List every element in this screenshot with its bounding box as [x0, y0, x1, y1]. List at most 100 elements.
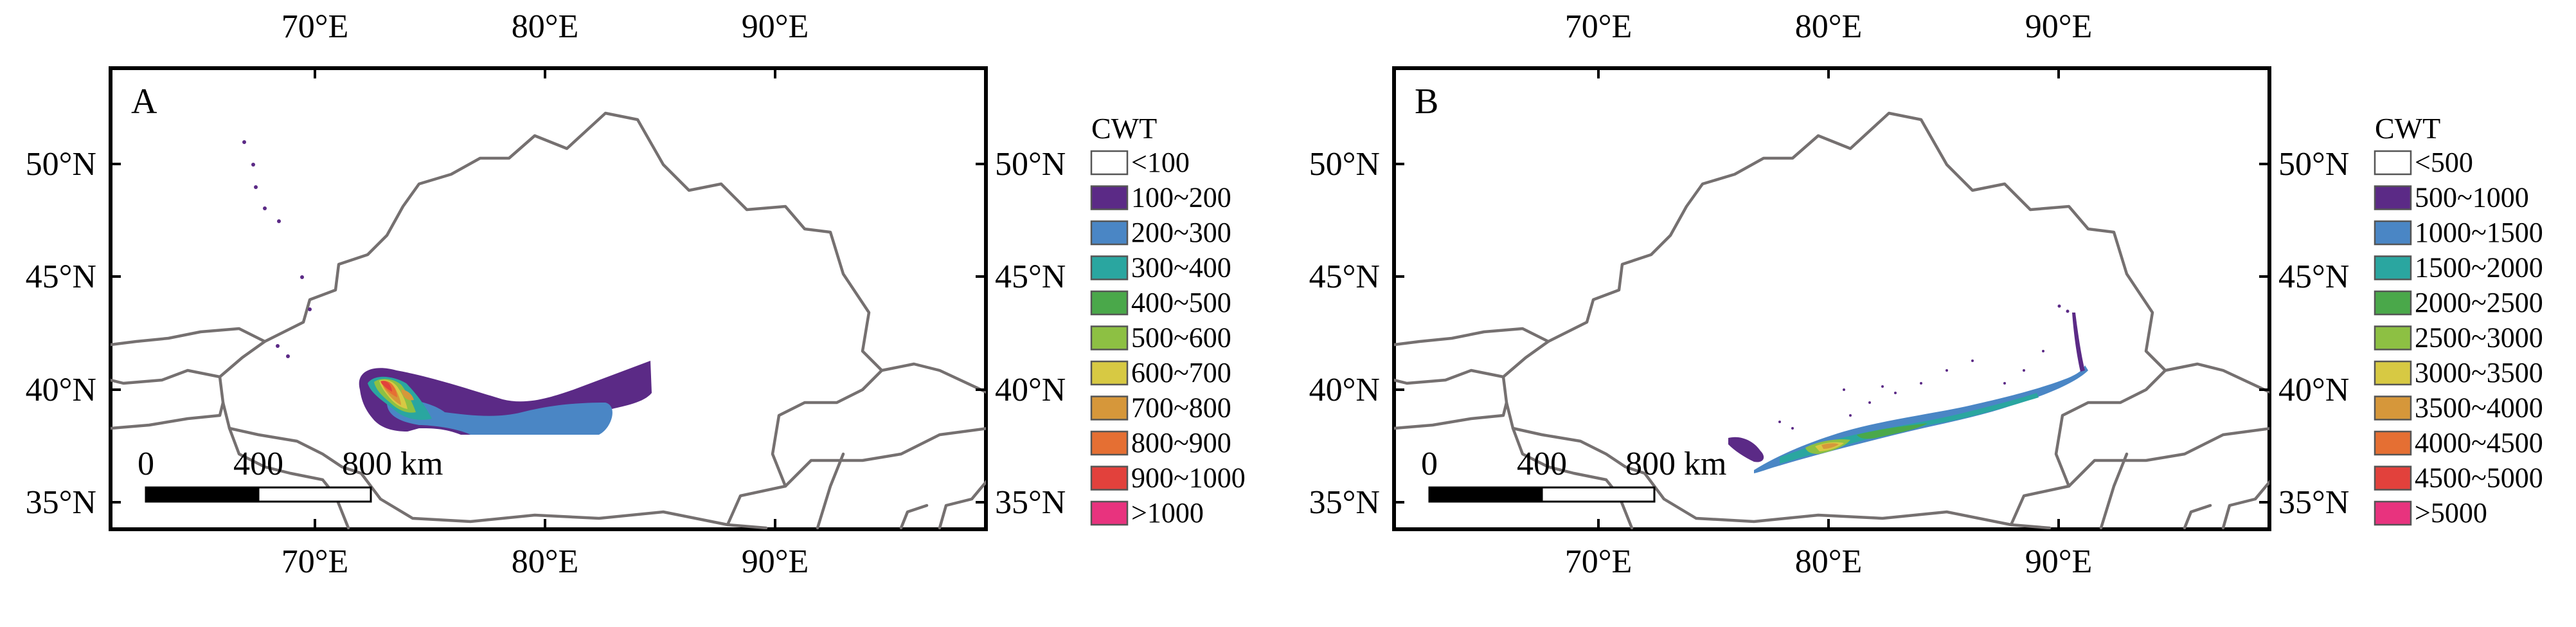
legend-swatch	[1090, 360, 1129, 386]
legend-swatch	[2374, 185, 2412, 210]
panel-a-left-lat-40: 40°N	[26, 372, 96, 408]
panel-a-ticks	[111, 68, 986, 529]
panel-b-left-lat-40: 40°N	[1309, 372, 1380, 408]
legend-label: 4500~5000	[2415, 462, 2543, 494]
panel-a-left-lat-50: 50°N	[26, 146, 96, 183]
panel-b-cwt-streak	[1728, 304, 2088, 473]
panel-b-right-lat-45: 45°N	[2278, 259, 2349, 295]
legend-label: 400~500	[1131, 287, 1231, 318]
panel-b-top-lon-70: 70°E	[1565, 8, 1632, 45]
legend-label: 2000~2500	[2415, 287, 2543, 318]
panel-a-scale-end: 800 km	[342, 446, 443, 482]
panel-b-ticks	[1394, 68, 2269, 529]
legend-swatch	[2374, 325, 2412, 350]
panel-a-right-lat-50: 50°N	[995, 146, 1066, 183]
legend-label: 800~900	[1131, 427, 1231, 459]
panel-a-scale-bar: 0 400 800 km	[138, 446, 443, 503]
legend-label: 1500~2000	[2415, 252, 2543, 284]
panel-a-letter: A	[131, 82, 157, 122]
panel-a-right-lat-45: 45°N	[995, 259, 1066, 295]
panel-b: 70°E 80°E 90°E	[1309, 8, 2543, 580]
legend-swatch	[2374, 255, 2412, 280]
panel-a-cwt-contour	[359, 361, 652, 435]
panel-b-bottom-lon-90: 90°E	[2025, 543, 2093, 580]
legend-label: 300~400	[1131, 252, 1231, 284]
legend-swatch	[1090, 325, 1129, 350]
legend-swatch	[2374, 150, 2412, 176]
legend-swatch	[2374, 500, 2412, 526]
legend-label: 100~200	[1131, 182, 1231, 214]
panel-a-top-lon-70: 70°E	[282, 8, 349, 45]
legend-swatch	[2374, 220, 2412, 246]
panel-b-left-lat-45: 45°N	[1309, 259, 1380, 295]
panel-b-map-frame	[1392, 66, 2271, 531]
panel-a-scale-start: 0	[138, 446, 154, 482]
legend-label: 600~700	[1131, 357, 1231, 388]
panel-a-bottom-lon-90: 90°E	[742, 543, 809, 580]
panel-b-right-lat-35: 35°N	[2278, 484, 2349, 521]
panel-b-left-lat-50: 50°N	[1309, 146, 1380, 183]
legend-label: <100	[1131, 147, 1190, 178]
panel-b-map-content: 0 400 800 km B	[1394, 82, 2271, 528]
panel-b-top-lon-90: 90°E	[2025, 8, 2093, 45]
panel-a-top-lon-90: 90°E	[742, 8, 809, 45]
legend-label: 2500~3000	[2415, 322, 2543, 354]
panel-b-left-lat-35: 35°N	[1309, 484, 1380, 521]
panel-b-right-lat-50: 50°N	[2278, 146, 2349, 183]
legend-label: 3500~4000	[2415, 392, 2543, 424]
legend-swatch	[2374, 466, 2412, 491]
legend-label: 200~300	[1131, 217, 1231, 248]
panel-b-bottom-lon-70: 70°E	[1565, 543, 1632, 580]
panel-a-sparse-dots	[242, 140, 312, 358]
legend-label: 700~800	[1131, 392, 1231, 424]
legend-swatch	[1090, 290, 1129, 316]
panel-b-scale-end: 800 km	[1625, 446, 1726, 482]
panel-b-scale-mid: 400	[1517, 446, 1567, 482]
panel-a-right-lat-40: 40°N	[995, 372, 1066, 408]
panel-b-right-lat-40: 40°N	[2278, 372, 2349, 408]
legend-swatch	[2374, 360, 2412, 386]
panel-a-map-content: 0 400 800 km A	[111, 82, 988, 528]
panel-a-legend-title: CWT	[1091, 112, 1157, 145]
legend-swatch	[1090, 255, 1129, 280]
panel-a-scale-mid: 400	[233, 446, 283, 482]
legend-label: 3000~3500	[2415, 357, 2543, 388]
legend-swatch	[2374, 395, 2412, 421]
panel-b-legend-title: CWT	[2375, 112, 2440, 145]
legend-label: 900~1000	[1131, 462, 1246, 494]
panel-a-map-frame	[109, 66, 988, 531]
legend-label: 500~1000	[2415, 182, 2529, 214]
panel-b-top-lon-80: 80°E	[1795, 8, 1863, 45]
legend-label: 1000~1500	[2415, 217, 2543, 248]
panel-b-letter: B	[1415, 82, 1438, 122]
legend-swatch	[1090, 466, 1129, 491]
panel-a-left-lat-35: 35°N	[26, 484, 96, 521]
panel-a-top-lon-80: 80°E	[512, 8, 579, 45]
legend-label: <500	[2415, 147, 2473, 178]
panel-a: 70°E 80°E 90°E	[26, 8, 1246, 580]
legend-swatch	[1090, 220, 1129, 246]
legend-swatch	[2374, 430, 2412, 456]
legend-swatch	[1090, 500, 1129, 526]
panel-b-scale-bar: 0 400 800 km	[1421, 446, 1726, 503]
legend-swatch	[1090, 185, 1129, 210]
panel-a-right-lat-35: 35°N	[995, 484, 1066, 521]
legend-label: >5000	[2415, 497, 2487, 529]
legend-label: 4000~4500	[2415, 427, 2543, 459]
panel-a-bottom-lon-70: 70°E	[282, 543, 349, 580]
legend-swatch	[1090, 395, 1129, 421]
legend-label: 500~600	[1131, 322, 1231, 354]
legend-swatch	[2374, 290, 2412, 316]
legend-swatch	[1090, 150, 1129, 176]
panel-a-left-lat-45: 45°N	[26, 259, 96, 295]
legend-label: >1000	[1131, 497, 1204, 529]
panel-b-scale-start: 0	[1421, 446, 1438, 482]
panel-b-bottom-lon-80: 80°E	[1795, 543, 1863, 580]
legend-swatch	[1090, 430, 1129, 456]
panel-a-bottom-lon-80: 80°E	[512, 543, 579, 580]
